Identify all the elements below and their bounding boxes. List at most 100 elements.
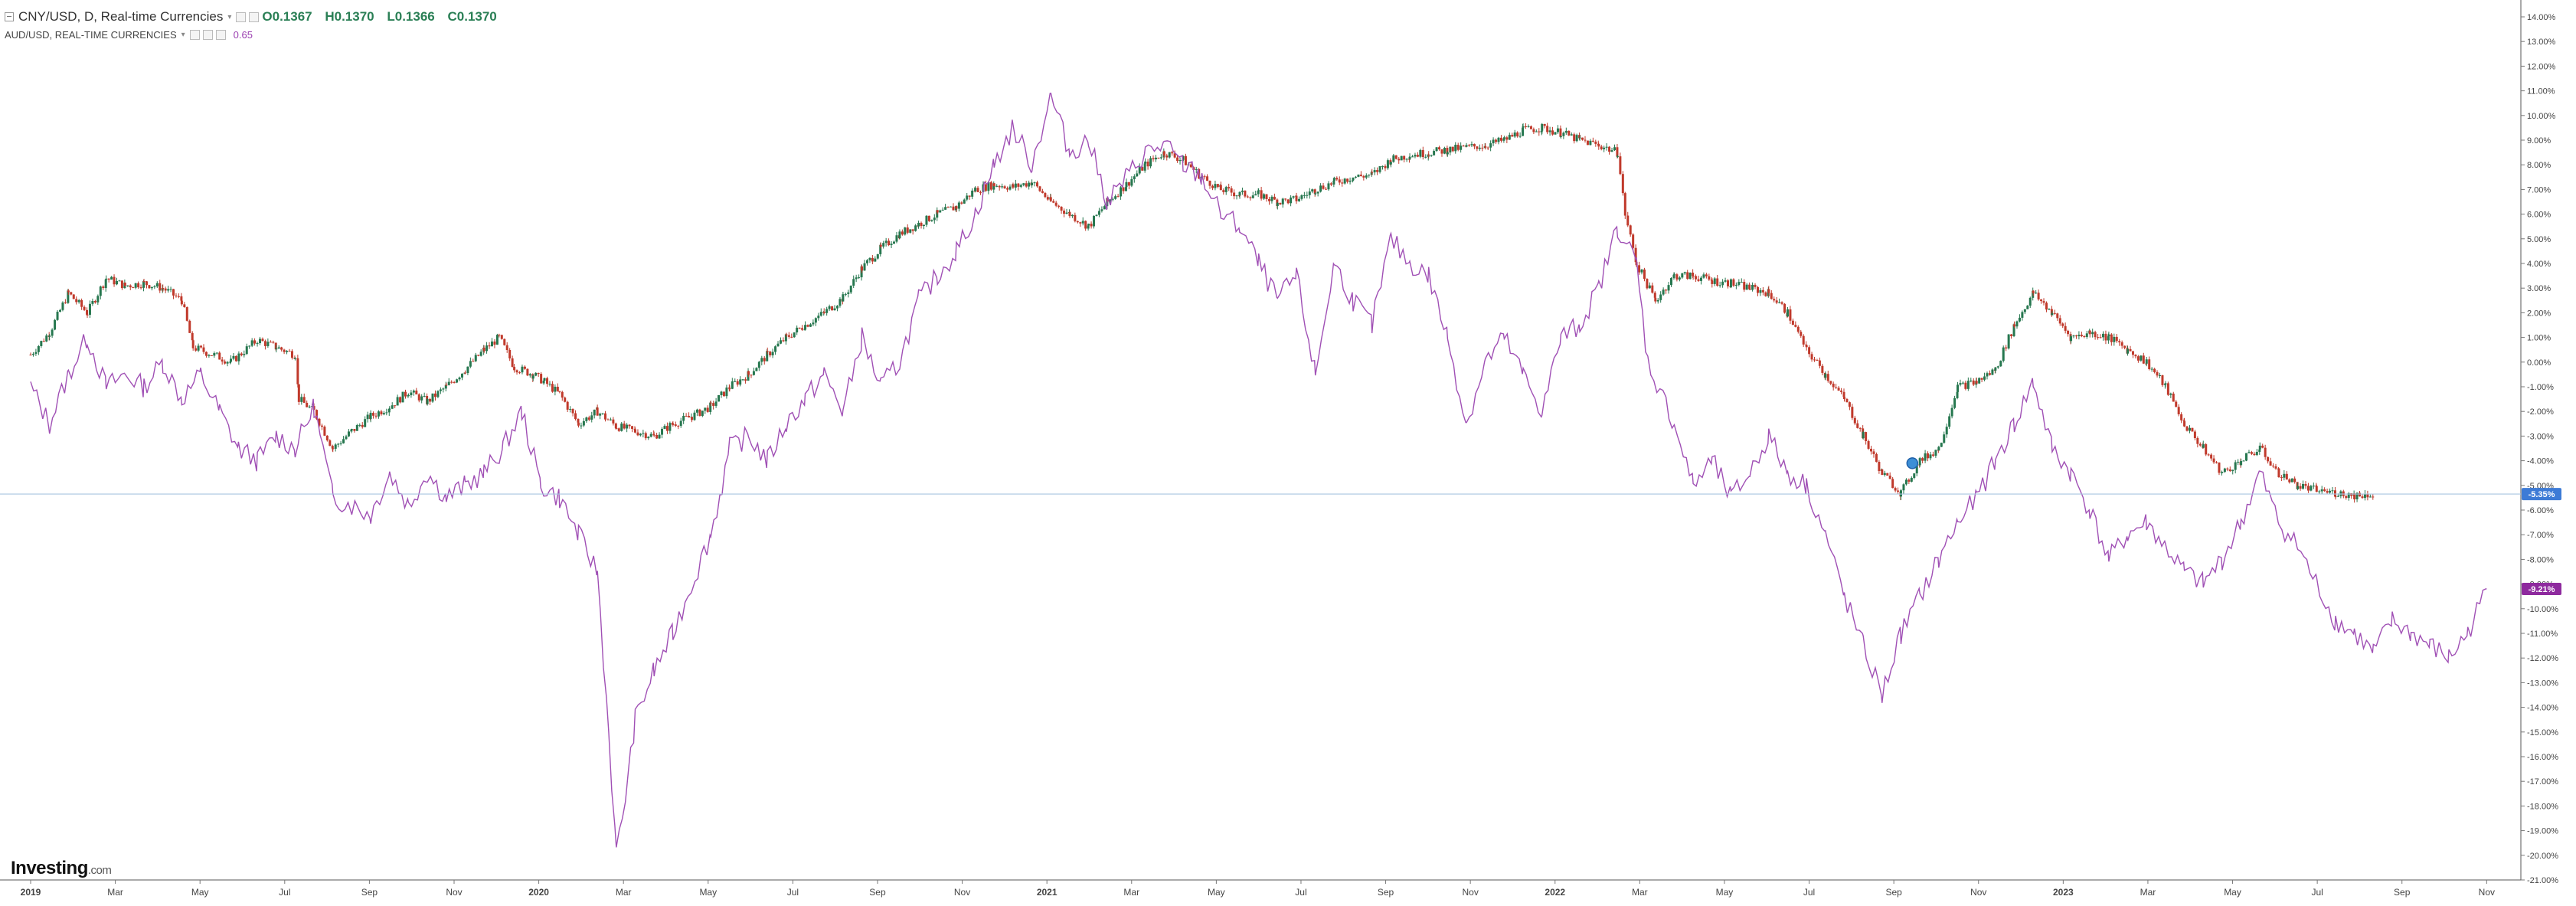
candle — [1063, 210, 1066, 214]
y-tick-label: -15.00% — [2527, 728, 2558, 738]
candle — [72, 294, 75, 299]
y-tick-label: 14.00% — [2527, 13, 2556, 22]
y-axis[interactable]: -21.00% -20.00% -19.00% -18.00% -17.00% -16.0… — [2520, 0, 2558, 885]
candle — [31, 353, 34, 355]
candle — [1826, 374, 1829, 381]
candle — [1238, 191, 1241, 196]
candle — [1656, 299, 1659, 302]
candle — [744, 379, 747, 381]
chevron-down-icon[interactable]: ▾ — [227, 12, 232, 21]
candle — [1324, 188, 1327, 190]
candle — [493, 341, 496, 345]
candle — [1386, 160, 1389, 168]
hide-icon[interactable] — [202, 29, 213, 40]
candle — [334, 444, 337, 449]
candle — [142, 281, 145, 288]
candle — [939, 210, 942, 213]
candle — [814, 318, 817, 323]
candle — [2127, 348, 2130, 354]
candle — [1290, 197, 1293, 204]
candle — [518, 372, 521, 374]
candle — [436, 391, 440, 397]
candle — [300, 397, 303, 402]
main-series-title[interactable]: CNY/USD, D, Real-time Currencies — [18, 9, 224, 24]
candle — [1525, 126, 1528, 127]
candle — [444, 384, 447, 389]
candle — [1764, 292, 1767, 296]
hide-icon[interactable] — [249, 11, 260, 22]
candle — [104, 279, 107, 289]
candle — [1049, 197, 1052, 201]
candle — [1003, 186, 1006, 188]
candle — [350, 429, 353, 430]
y-tick-label: 13.00% — [2527, 38, 2556, 47]
y-tick-label: 0.00% — [2527, 358, 2551, 368]
candle — [2142, 355, 2145, 364]
candle — [2051, 312, 2054, 316]
candle — [224, 361, 227, 364]
candle — [293, 358, 296, 359]
candle — [155, 283, 159, 287]
candle — [1626, 215, 1630, 226]
candle — [1311, 189, 1314, 192]
candle — [1900, 490, 1903, 497]
settings-icon[interactable] — [189, 29, 200, 40]
x-axis[interactable]: 2019 Mar May Jul Sep Nov 2020 Mar May Jul Sep Nov 20… — [0, 879, 2521, 898]
x-tick-label: Nov — [2479, 887, 2495, 898]
candle — [2258, 445, 2261, 450]
candle — [364, 419, 367, 427]
candle — [1470, 144, 1473, 146]
candle — [556, 386, 559, 391]
candle — [1522, 127, 1525, 136]
candle — [1697, 279, 1700, 281]
candle — [1456, 145, 1460, 150]
candle — [1699, 277, 1702, 281]
x-tick-label: Jul — [279, 887, 290, 898]
candle — [1934, 450, 1937, 456]
candle — [1178, 159, 1182, 162]
candle — [1589, 140, 1592, 146]
candle — [185, 307, 188, 321]
candle — [1216, 184, 1219, 188]
candle — [266, 342, 270, 346]
candle — [1931, 454, 1934, 456]
candle — [1228, 187, 1231, 188]
candle — [1667, 285, 1670, 291]
candle — [911, 229, 914, 231]
compare-series-title[interactable]: AUD/USD, REAL-TIME CURRENCIES — [5, 28, 177, 41]
remove-icon[interactable] — [215, 29, 226, 40]
candle — [197, 345, 200, 351]
x-tick-label: May — [2224, 887, 2241, 898]
settings-icon[interactable] — [236, 11, 247, 22]
candle — [1851, 407, 1854, 418]
chevron-down-icon[interactable]: ▾ — [181, 30, 185, 39]
candle — [505, 345, 508, 350]
candle — [296, 358, 299, 384]
candle — [1634, 247, 1637, 263]
candle — [118, 280, 121, 282]
candle — [253, 340, 257, 344]
candle — [1159, 157, 1162, 159]
candle — [1267, 198, 1270, 201]
compare-price-badge — [2522, 583, 2561, 596]
candle — [771, 352, 774, 356]
candle — [1943, 434, 1946, 443]
candle — [950, 206, 953, 208]
candle — [540, 374, 543, 384]
candle — [712, 403, 715, 406]
candle — [644, 433, 647, 439]
candle — [528, 374, 531, 376]
x-tick-label: Mar — [1632, 887, 1648, 898]
candle — [137, 283, 140, 288]
y-tick-label: -8.00% — [2527, 555, 2554, 564]
candle — [407, 395, 410, 397]
candle — [1686, 272, 1689, 280]
candle — [2040, 299, 2043, 302]
candle — [70, 292, 73, 295]
candle — [2129, 348, 2132, 352]
collapse-icon[interactable] — [5, 12, 14, 21]
candle — [2267, 456, 2270, 462]
candle — [412, 390, 415, 393]
x-tick-label: Sep — [361, 887, 378, 898]
